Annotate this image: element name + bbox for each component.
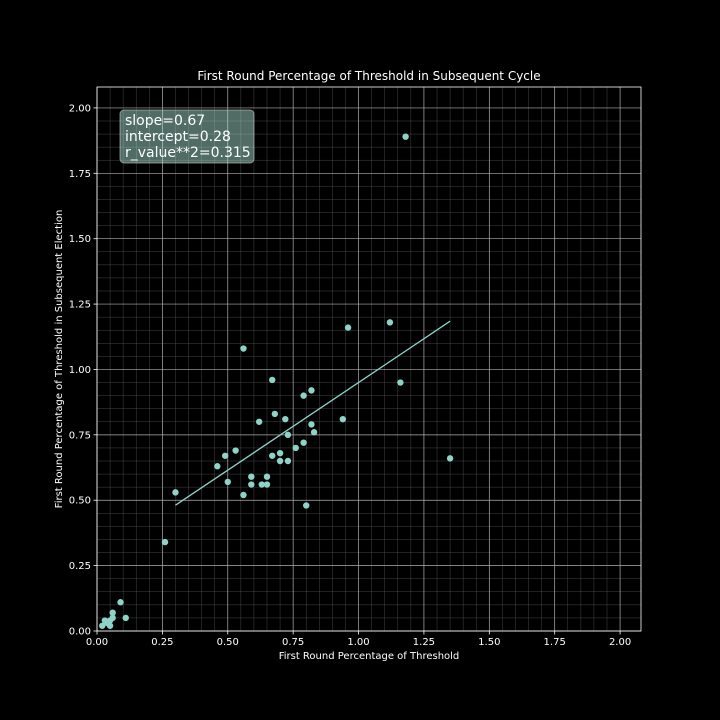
y-tick-label: 1.75 (69, 169, 91, 180)
data-point (161, 538, 169, 546)
x-tick-label: 1.50 (478, 637, 500, 648)
y-tick-label: 1.00 (69, 365, 91, 376)
data-point (269, 376, 276, 384)
data-point (303, 502, 310, 509)
data-point (386, 319, 394, 326)
y-tick-label: 0.00 (69, 627, 91, 638)
y-tick-label: 0.50 (69, 496, 91, 507)
y-tick-label: 2.00 (69, 103, 91, 114)
data-point (263, 481, 271, 488)
y-tick-label: 1.50 (69, 234, 91, 245)
data-point (402, 133, 409, 140)
x-tick-label: 0.00 (86, 637, 108, 648)
y-tick-label: 0.75 (69, 430, 91, 441)
data-point (117, 599, 124, 606)
data-point (344, 324, 352, 331)
data-point (269, 452, 276, 459)
x-tick-label: 0.25 (151, 637, 173, 648)
x-tick-label: 1.00 (347, 637, 369, 648)
data-point (255, 418, 263, 425)
stats-intercept: intercept=0.28 (125, 129, 231, 145)
data-point (339, 415, 347, 423)
data-point (109, 614, 116, 622)
data-point (99, 622, 106, 629)
data-point (258, 481, 265, 488)
stats-r-squared: r_value**2=0.315 (125, 145, 251, 161)
stats-annotation-background (119, 109, 255, 164)
data-point (106, 622, 114, 629)
data-point (310, 429, 318, 436)
minor-grid (97, 87, 641, 631)
y-axis-ticks: 0.00 0.25 0.50 0.75 1.00 1.25 1.50 1.75 2.00 (69, 103, 97, 638)
stats-slope: slope=0.67 (125, 113, 205, 129)
data-point (263, 473, 271, 480)
data-point (276, 449, 284, 457)
data-point (172, 489, 179, 496)
data-point (240, 345, 247, 352)
regression-line (175, 320, 451, 506)
y-tick-label: 0.25 (69, 561, 91, 572)
x-tick-label: 2.00 (609, 637, 631, 648)
data-point (109, 609, 116, 616)
data-point (397, 379, 404, 386)
data-point (122, 614, 129, 622)
data-point (308, 387, 315, 394)
data-point (221, 452, 229, 459)
x-tick-label: 1.75 (544, 637, 566, 648)
x-tick-label: 0.50 (217, 637, 239, 648)
stats-annotation-box: slope=0.67 intercept=0.28 r_value**2=0.3… (119, 109, 255, 164)
data-point (308, 421, 315, 428)
data-point (446, 455, 454, 462)
data-point (292, 444, 299, 452)
x-axis-title: First Round Percentage of Threshold (279, 651, 460, 662)
data-point (248, 481, 255, 488)
data-point (284, 431, 292, 439)
data-point (300, 392, 307, 399)
data-point (271, 410, 279, 418)
plot-marks (99, 133, 454, 629)
data-point (232, 447, 239, 454)
data-point (248, 473, 255, 480)
data-point (282, 415, 289, 423)
x-axis-ticks: 0.00 0.25 0.50 0.75 1.00 1.25 1.50 1.75 2.00 (86, 631, 631, 648)
data-point (276, 457, 284, 465)
data-point (240, 491, 247, 499)
data-point (300, 439, 307, 446)
chart-title: First Round Percentage of Threshold in S… (197, 69, 540, 83)
y-tick-label: 1.25 (69, 300, 91, 311)
x-tick-label: 1.25 (413, 637, 435, 648)
y-axis-title: First Round Percentage of Threshold in S… (54, 210, 65, 509)
plot-frame (96, 86, 642, 632)
data-point (284, 457, 292, 465)
data-point (214, 463, 221, 470)
data-point (224, 478, 231, 486)
x-tick-label: 0.75 (282, 637, 304, 648)
